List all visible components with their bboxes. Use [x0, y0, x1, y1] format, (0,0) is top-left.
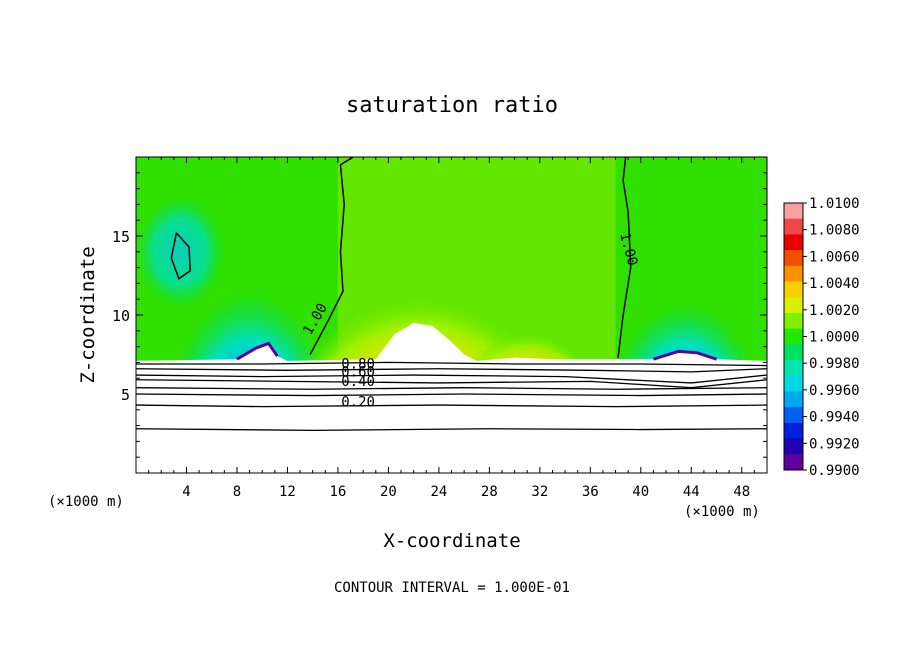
contour-line — [135, 379, 768, 389]
y-tick-label: 15 — [112, 228, 130, 246]
contour-label: 0.60 — [341, 365, 375, 381]
colorbar-swatch — [784, 297, 803, 314]
colorbar-swatch — [784, 281, 803, 298]
colorbar-swatch — [784, 312, 803, 330]
x-tick-label: 28 — [481, 484, 498, 500]
chart-title: saturation ratio — [346, 93, 558, 118]
colorbar-swatch — [784, 454, 803, 471]
contour-line — [135, 404, 768, 408]
y-axis-label: Z-coordinate — [77, 246, 99, 383]
colorbar: 1.0100 1.0080 1.0060 1.0040 1.0020 1.0000 0.99… — [783, 196, 860, 479]
colorbar-tick-label: 0.9900 — [809, 463, 860, 479]
x-axis-label: X-coordinate — [383, 530, 520, 552]
colorbar-tick-label: 1.0040 — [809, 276, 860, 292]
colorbar-tick-label: 1.0080 — [809, 223, 860, 239]
colorbar-swatch — [784, 438, 803, 455]
x-unit-right: (×1000 m) — [684, 504, 760, 520]
x-tick-label: 20 — [380, 484, 397, 500]
below-surface-area — [136, 322, 767, 473]
contour-line — [135, 368, 768, 373]
contour-label: 0.40 — [341, 374, 375, 390]
saturation-field — [136, 157, 767, 473]
colorbar-tick-label: 1.0060 — [809, 249, 860, 265]
y-tick-label: 10 — [112, 307, 130, 325]
contour-line — [135, 393, 768, 397]
colorbar-swatch — [784, 250, 803, 267]
x-tick-label: 36 — [582, 484, 599, 500]
colorbar-tick-label: 0.9960 — [809, 383, 860, 399]
hill-rim-right — [652, 349, 717, 361]
colorbar-swatch — [784, 234, 803, 251]
contour-label: 0.20 — [341, 395, 375, 411]
colorbar-swatch — [784, 265, 803, 283]
colorbar-swatch — [784, 375, 803, 392]
colorbar-tick-label: 1.0000 — [809, 330, 860, 346]
x-tick-label: 4 — [182, 484, 190, 500]
contour-line-1-00 — [309, 156, 354, 355]
contour-interval-note: CONTOUR INTERVAL = 1.000E-01 — [334, 580, 570, 596]
colorbar-swatch — [784, 407, 803, 424]
contour-line — [135, 387, 768, 390]
x-tick-label: 48 — [733, 484, 750, 500]
contour-label: 0.80 — [341, 357, 375, 373]
colorbar-swatch — [784, 360, 803, 377]
x-tick-label: 40 — [632, 484, 649, 500]
x-tick-label: 12 — [279, 484, 296, 500]
contour-line-1-00 — [617, 156, 632, 358]
hill-rim-left — [236, 341, 279, 361]
colorbar-swatch — [784, 328, 803, 345]
colorbar-swatch — [784, 391, 803, 408]
y-tick-label: 5 — [121, 386, 130, 404]
contour-line — [136, 361, 768, 367]
contour-line — [135, 374, 768, 384]
x-tick-label: 24 — [430, 484, 447, 500]
contour-line-1-00 — [170, 232, 192, 280]
x-axis-ticks: 4 8 12 16 20 24 28 32 36 40 44 48 — [148, 157, 755, 500]
contour-line — [135, 428, 768, 431]
colorbar-tick-label: 1.0020 — [809, 303, 860, 319]
colorbar-swatch — [784, 218, 803, 235]
x-tick-label: 16 — [329, 484, 346, 500]
x-tick-label: 8 — [233, 484, 241, 500]
field-dry-patch — [136, 196, 225, 308]
colorbar-tick-label: 0.9980 — [809, 356, 860, 372]
x-tick-label: 44 — [683, 484, 700, 500]
contour-lines — [135, 156, 768, 431]
colorbar-tick-label: 1.0100 — [809, 196, 860, 212]
colorbar-swatch — [784, 422, 803, 440]
x-tick-label: 32 — [531, 484, 548, 500]
x-unit-left: (×1000 m) — [48, 494, 124, 510]
colorbar-swatch — [784, 203, 803, 220]
y-axis-ticks: 5 10 15 — [112, 172, 767, 458]
colorbar-tick-label: 0.9940 — [809, 410, 860, 426]
colorbar-swatch — [784, 344, 803, 361]
colorbar-tick-label: 0.9920 — [809, 436, 860, 452]
